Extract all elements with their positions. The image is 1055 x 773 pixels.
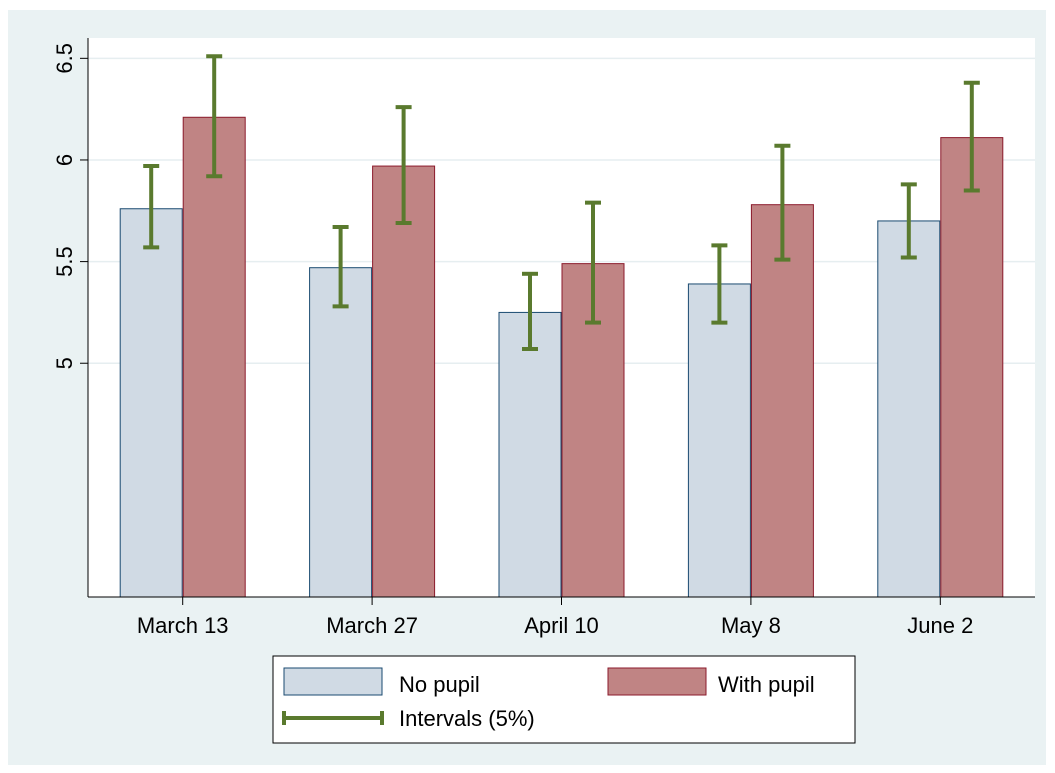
x-tick-label: June 2 (907, 613, 973, 638)
legend-label-intervals: Intervals (5%) (399, 706, 535, 731)
y-tick-label: 5 (52, 357, 77, 369)
bar-no-pupil (309, 267, 373, 598)
error-bar (585, 200, 601, 325)
legend-swatch-with-pupil (607, 667, 707, 696)
chart-background: 5 5.5 6 6.5 March 13 March 27 April 10 May 8 Jun… (8, 10, 1046, 765)
legend-label-no-pupil: No pupil (399, 672, 480, 697)
bar-chart: 5 5.5 6 6.5 March 13 March 27 April 10 May 8 Jun… (52, 38, 1035, 744)
y-tick-label: 6 (52, 154, 77, 166)
error-bars (143, 54, 980, 352)
bar-with-pupil (940, 137, 1004, 598)
error-bar (522, 271, 538, 352)
grid-lines (88, 57, 1035, 364)
error-bar (143, 164, 160, 250)
axes: 5 5.5 6 6.5 March 13 March 27 April 10 May 8 Jun… (52, 38, 1035, 638)
x-tick-label: May 8 (721, 613, 781, 638)
bar-no-pupil (119, 208, 183, 598)
bar-with-pupil (750, 204, 814, 598)
y-tick-label: 6.5 (52, 43, 77, 74)
bar-no-pupil (687, 283, 751, 598)
error-bar (332, 225, 349, 309)
error-bar (395, 105, 412, 225)
legend-label-with-pupil: With pupil (718, 672, 815, 697)
bar-no-pupil (877, 220, 941, 598)
x-tick-label: April 10 (524, 613, 599, 638)
legend: No pupil With pupil Intervals (5%) (272, 655, 856, 744)
legend-swatch-no-pupil (283, 667, 383, 696)
legend-interval-symbol (282, 711, 384, 725)
bar-with-pupil (182, 116, 246, 598)
bar-with-pupil (372, 165, 436, 598)
x-tick-label: March 13 (137, 613, 229, 638)
error-bar (774, 143, 791, 262)
bars (119, 116, 1004, 598)
error-bar (711, 243, 728, 325)
error-bar (900, 182, 917, 260)
y-tick-label: 5.5 (52, 246, 77, 277)
x-tick-label: March 27 (326, 613, 418, 638)
bar-no-pupil (498, 311, 562, 598)
error-bar (206, 54, 223, 179)
error-bar (963, 80, 980, 193)
